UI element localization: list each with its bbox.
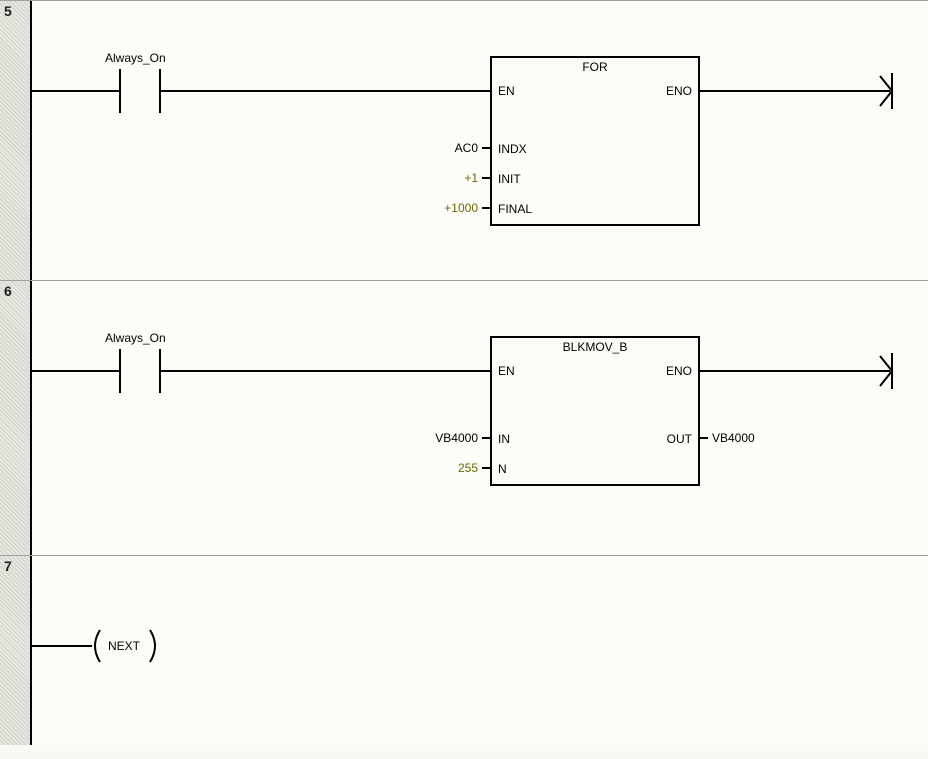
network-7: 7 NEXT bbox=[0, 555, 928, 745]
network-body: Always_On FOR EN ENO INDX INIT FINAL AC0… bbox=[30, 1, 928, 280]
network-body: NEXT bbox=[30, 556, 928, 745]
network-body: Always_On BLKMOV_B EN ENO IN N OUT VB400… bbox=[30, 281, 928, 555]
param-in: VB4000 bbox=[420, 431, 478, 445]
contact-label: Always_On bbox=[105, 331, 166, 345]
param-n: 255 bbox=[420, 461, 478, 475]
network-number-text: 6 bbox=[4, 283, 12, 299]
rung-wiring bbox=[30, 556, 928, 746]
network-6: 6 Always_On BLKMOV_B EN ENO IN N OUT bbox=[0, 280, 928, 555]
port-final: FINAL bbox=[498, 202, 532, 216]
for-box: FOR EN ENO INDX INIT FINAL bbox=[490, 56, 700, 226]
box-title: BLKMOV_B bbox=[492, 338, 698, 356]
port-eno: ENO bbox=[666, 364, 692, 378]
network-5: 5 Always_On FOR EN ENO bbox=[0, 0, 928, 280]
port-out: OUT bbox=[667, 432, 692, 446]
rung-wiring bbox=[30, 281, 928, 556]
network-number: 6 bbox=[0, 281, 30, 555]
port-en: EN bbox=[498, 84, 515, 98]
port-indx: INDX bbox=[498, 142, 527, 156]
box-title: FOR bbox=[492, 58, 698, 76]
param-final: +1000 bbox=[430, 201, 478, 215]
network-number: 5 bbox=[0, 1, 30, 280]
port-n: N bbox=[498, 462, 507, 476]
port-en: EN bbox=[498, 364, 515, 378]
network-number: 7 bbox=[0, 556, 30, 745]
contact-label: Always_On bbox=[105, 51, 166, 65]
param-init: +1 bbox=[430, 171, 478, 185]
param-out: VB4000 bbox=[712, 431, 755, 445]
network-number-text: 7 bbox=[4, 558, 12, 574]
port-init: INIT bbox=[498, 172, 521, 186]
network-number-text: 5 bbox=[4, 3, 12, 19]
port-in: IN bbox=[498, 432, 510, 446]
blkmov-box: BLKMOV_B EN ENO IN N OUT bbox=[490, 336, 700, 486]
coil-label: NEXT bbox=[108, 639, 140, 653]
port-eno: ENO bbox=[666, 84, 692, 98]
param-indx: AC0 bbox=[430, 141, 478, 155]
rung-wiring bbox=[30, 1, 928, 281]
